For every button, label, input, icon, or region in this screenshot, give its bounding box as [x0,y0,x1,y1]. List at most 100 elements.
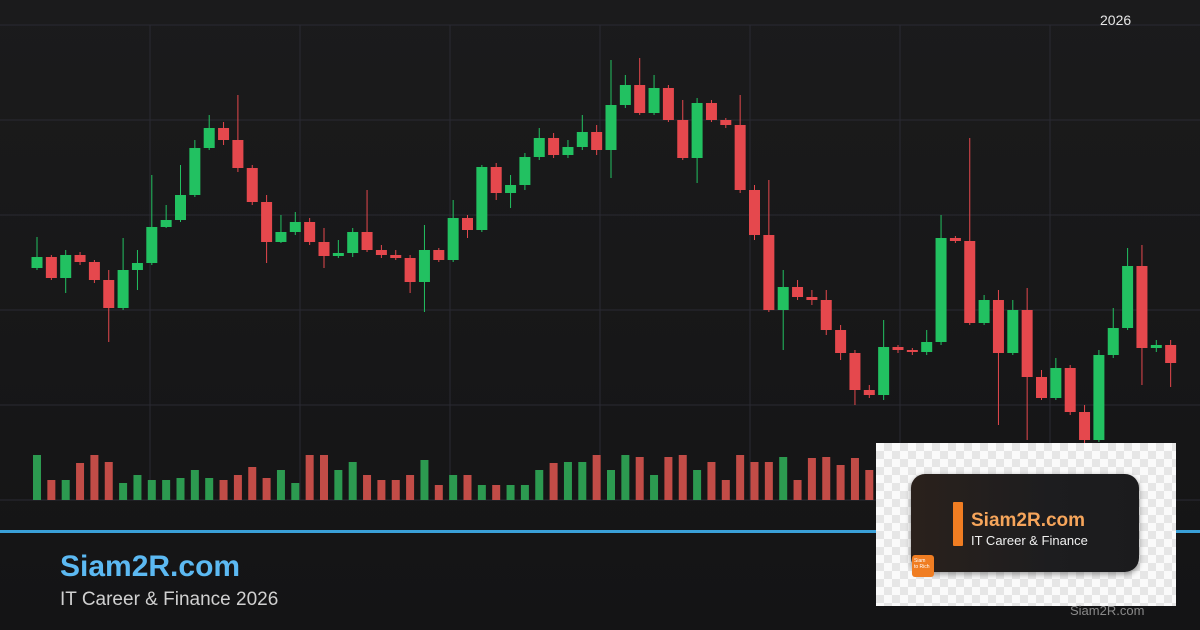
candle-body [634,85,646,113]
volume-bar [90,455,99,500]
candle-body [88,262,100,280]
candle-body [1021,310,1033,377]
candle-body [332,253,344,256]
candle-body [1050,368,1062,398]
volume-bar [664,457,673,500]
candle-body [1093,355,1105,440]
candle-body [576,132,588,147]
volume-bar [865,470,874,500]
volume-bar [650,475,659,500]
badge-subtitle: IT Career & Finance [971,533,1088,548]
grid [0,24,1200,501]
candle-body [878,347,890,395]
volume-bar [693,470,702,500]
candle-body [892,347,904,350]
volume-bar [334,470,343,500]
volume-bar [61,480,70,500]
candle-body [131,263,143,270]
candle-body [806,297,818,300]
candle-body [921,342,933,352]
candle-body [103,280,115,308]
volume-bar [406,475,415,500]
candle-body [1165,345,1177,363]
volume-bar [520,485,529,500]
candle-body [447,218,459,260]
volume-bar [850,458,859,500]
candle-body [835,330,847,353]
watermark: Siam2R.com [1070,603,1145,618]
candle-body [533,138,545,157]
candle-body [60,255,72,278]
volume-bar [104,462,113,500]
volume-bar [291,483,300,500]
volume-bar [33,455,41,500]
badge-logo: Siam to Rich [912,555,934,577]
volume-bar [621,455,630,500]
badge-card: Siam2R.com IT Career & Finance Siam to R… [911,474,1139,577]
candle-body [462,218,473,230]
candle-body [820,300,832,330]
volume-bar [578,462,587,500]
volume-bar [822,457,831,500]
volume-bar [420,460,429,500]
candle-body [74,255,86,262]
volume-bar [750,462,759,500]
volume-bar [492,485,501,500]
candle-body [45,257,57,278]
volume-bar [449,475,458,500]
volume-bar [793,480,802,500]
candle-body [906,350,918,352]
candle-body [519,157,531,185]
volume-bar [836,465,845,500]
candle-body [1036,377,1047,398]
candle-body [490,167,502,193]
volume-bar [678,455,687,500]
candle-body [318,242,330,256]
candle-body [705,103,717,120]
candle-body [978,300,990,323]
volume-bar [535,470,544,500]
volume-bar [764,462,773,500]
volume-bar [47,480,56,500]
candle-body [433,250,445,260]
volume-bar [76,463,85,500]
volume-bar [477,485,486,500]
badge-title: Siam2R.com [971,510,1086,531]
volume-bar [549,463,558,500]
volume-bar [133,475,142,500]
candle-body [289,222,301,232]
chart [0,24,1200,501]
volume-bar [262,478,271,500]
candle-body [160,220,172,227]
candle-body [218,128,230,140]
candle-body [390,255,402,258]
candle-body [605,105,617,150]
candle-body [591,132,603,150]
candle-body [619,85,631,105]
candle-body [1136,266,1148,348]
candle-body [562,147,574,155]
candle-body [662,88,674,120]
volume-bar [233,475,242,500]
candle-body [232,140,244,168]
volume-bar [807,458,816,500]
volume-bar [276,470,285,500]
volume-bar [119,483,128,500]
volume-bar [305,455,314,500]
candle-body [863,390,875,395]
candle-body [1007,310,1019,353]
volume-bar [463,475,472,500]
candle-body [203,128,215,148]
volume-bar [190,470,199,500]
volume-bar [162,480,171,500]
volume-bar [219,480,228,500]
badge-panel: Siam2R.com IT Career & Finance Siam to R… [876,443,1176,606]
candle-body [734,125,746,190]
candle-body [749,190,760,235]
candle-body [361,232,373,250]
volume-bar [707,462,716,500]
volume-bar [147,480,156,500]
volume-bar [592,455,601,500]
volume-bar [248,467,257,500]
